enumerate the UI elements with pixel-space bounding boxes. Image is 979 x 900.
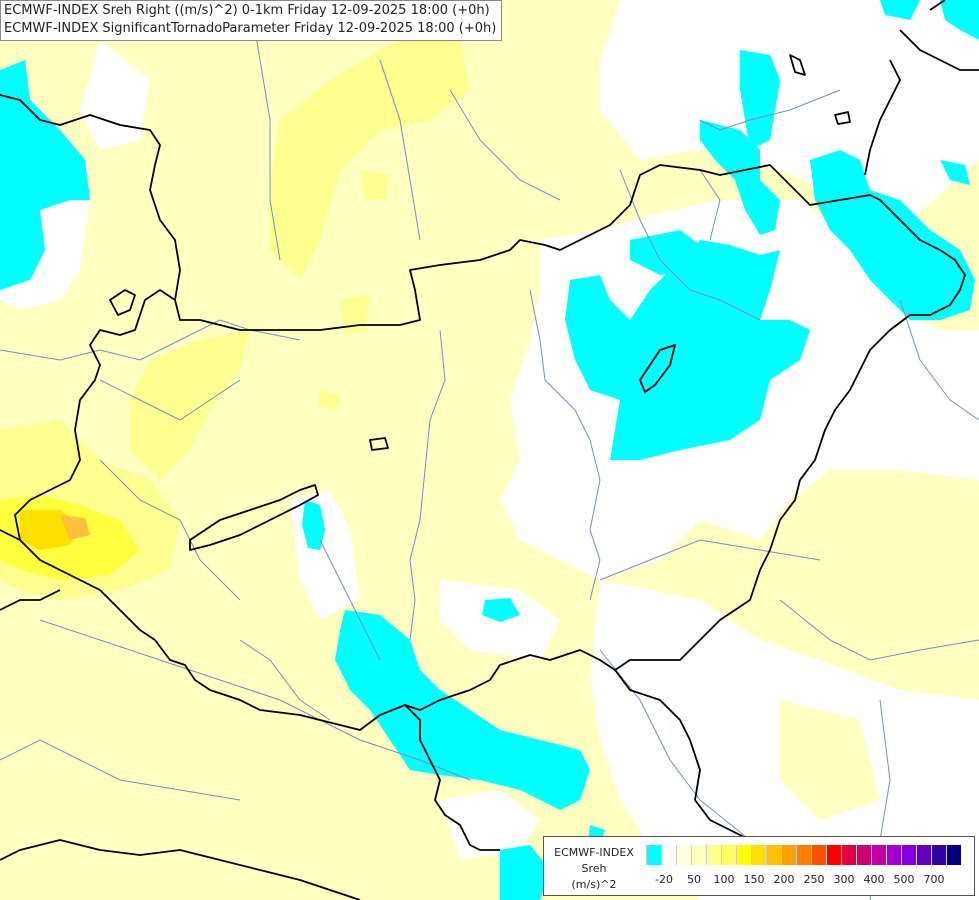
legend-swatch: [676, 845, 691, 865]
legend-tick-label: 300: [833, 873, 855, 886]
legend-swatch: [856, 845, 871, 865]
title-line-2: ECMWF-INDEX SignificantTornadoParameter …: [4, 21, 497, 36]
legend-swatch: [871, 845, 886, 865]
legend-ticks: -20 50 100 150 200 250 300 400 500 700: [646, 873, 966, 889]
legend-unit: (m/s)^2: [571, 878, 617, 891]
legend-swatch: [931, 845, 946, 865]
legend-swatch: [706, 845, 721, 865]
legend-tick-label: 250: [803, 873, 825, 886]
legend-swatch: [781, 845, 796, 865]
title-line-1: ECMWF-INDEX Sreh Right ((m/s)^2) 0-1km F…: [4, 3, 490, 18]
legend-swatch: [661, 845, 676, 865]
legend-tick-label: 100: [713, 873, 735, 886]
legend-swatch: [916, 845, 931, 865]
legend-parameter: Sreh: [581, 862, 607, 875]
legend-tick-label: 700: [923, 873, 945, 886]
legend-swatch: [841, 845, 856, 865]
legend-swatch: [946, 845, 961, 865]
legend-tick-label: -20: [655, 873, 673, 886]
legend-swatch: [751, 845, 766, 865]
legend-swatch: [736, 845, 751, 865]
legend-swatch: [691, 845, 706, 865]
title-box: ECMWF-INDEX Sreh Right ((m/s)^2) 0-1km F…: [0, 0, 503, 41]
legend-tick-label: 200: [773, 873, 795, 886]
legend-label: ECMWF-INDEX Sreh (m/s)^2: [546, 845, 642, 893]
legend-tick-label: 400: [863, 873, 885, 886]
legend-swatch: [766, 845, 781, 865]
legend-tick-label: 150: [743, 873, 765, 886]
legend-swatch: [721, 845, 736, 865]
legend-swatch: [886, 845, 901, 865]
legend-swatch: [646, 845, 661, 865]
legend-tick-label: 500: [893, 873, 915, 886]
legend-swatches: [646, 845, 961, 865]
legend-model: ECMWF-INDEX: [554, 846, 634, 859]
legend-swatch: [811, 845, 826, 865]
legend-swatch: [901, 845, 916, 865]
legend-swatch: [826, 845, 841, 865]
legend-tick-label: 50: [687, 873, 701, 886]
yellow-regions: [0, 30, 470, 600]
legend-swatch: [796, 845, 811, 865]
color-legend: ECMWF-INDEX Sreh (m/s)^2 -20 50 100 150 200 2…: [543, 836, 975, 896]
